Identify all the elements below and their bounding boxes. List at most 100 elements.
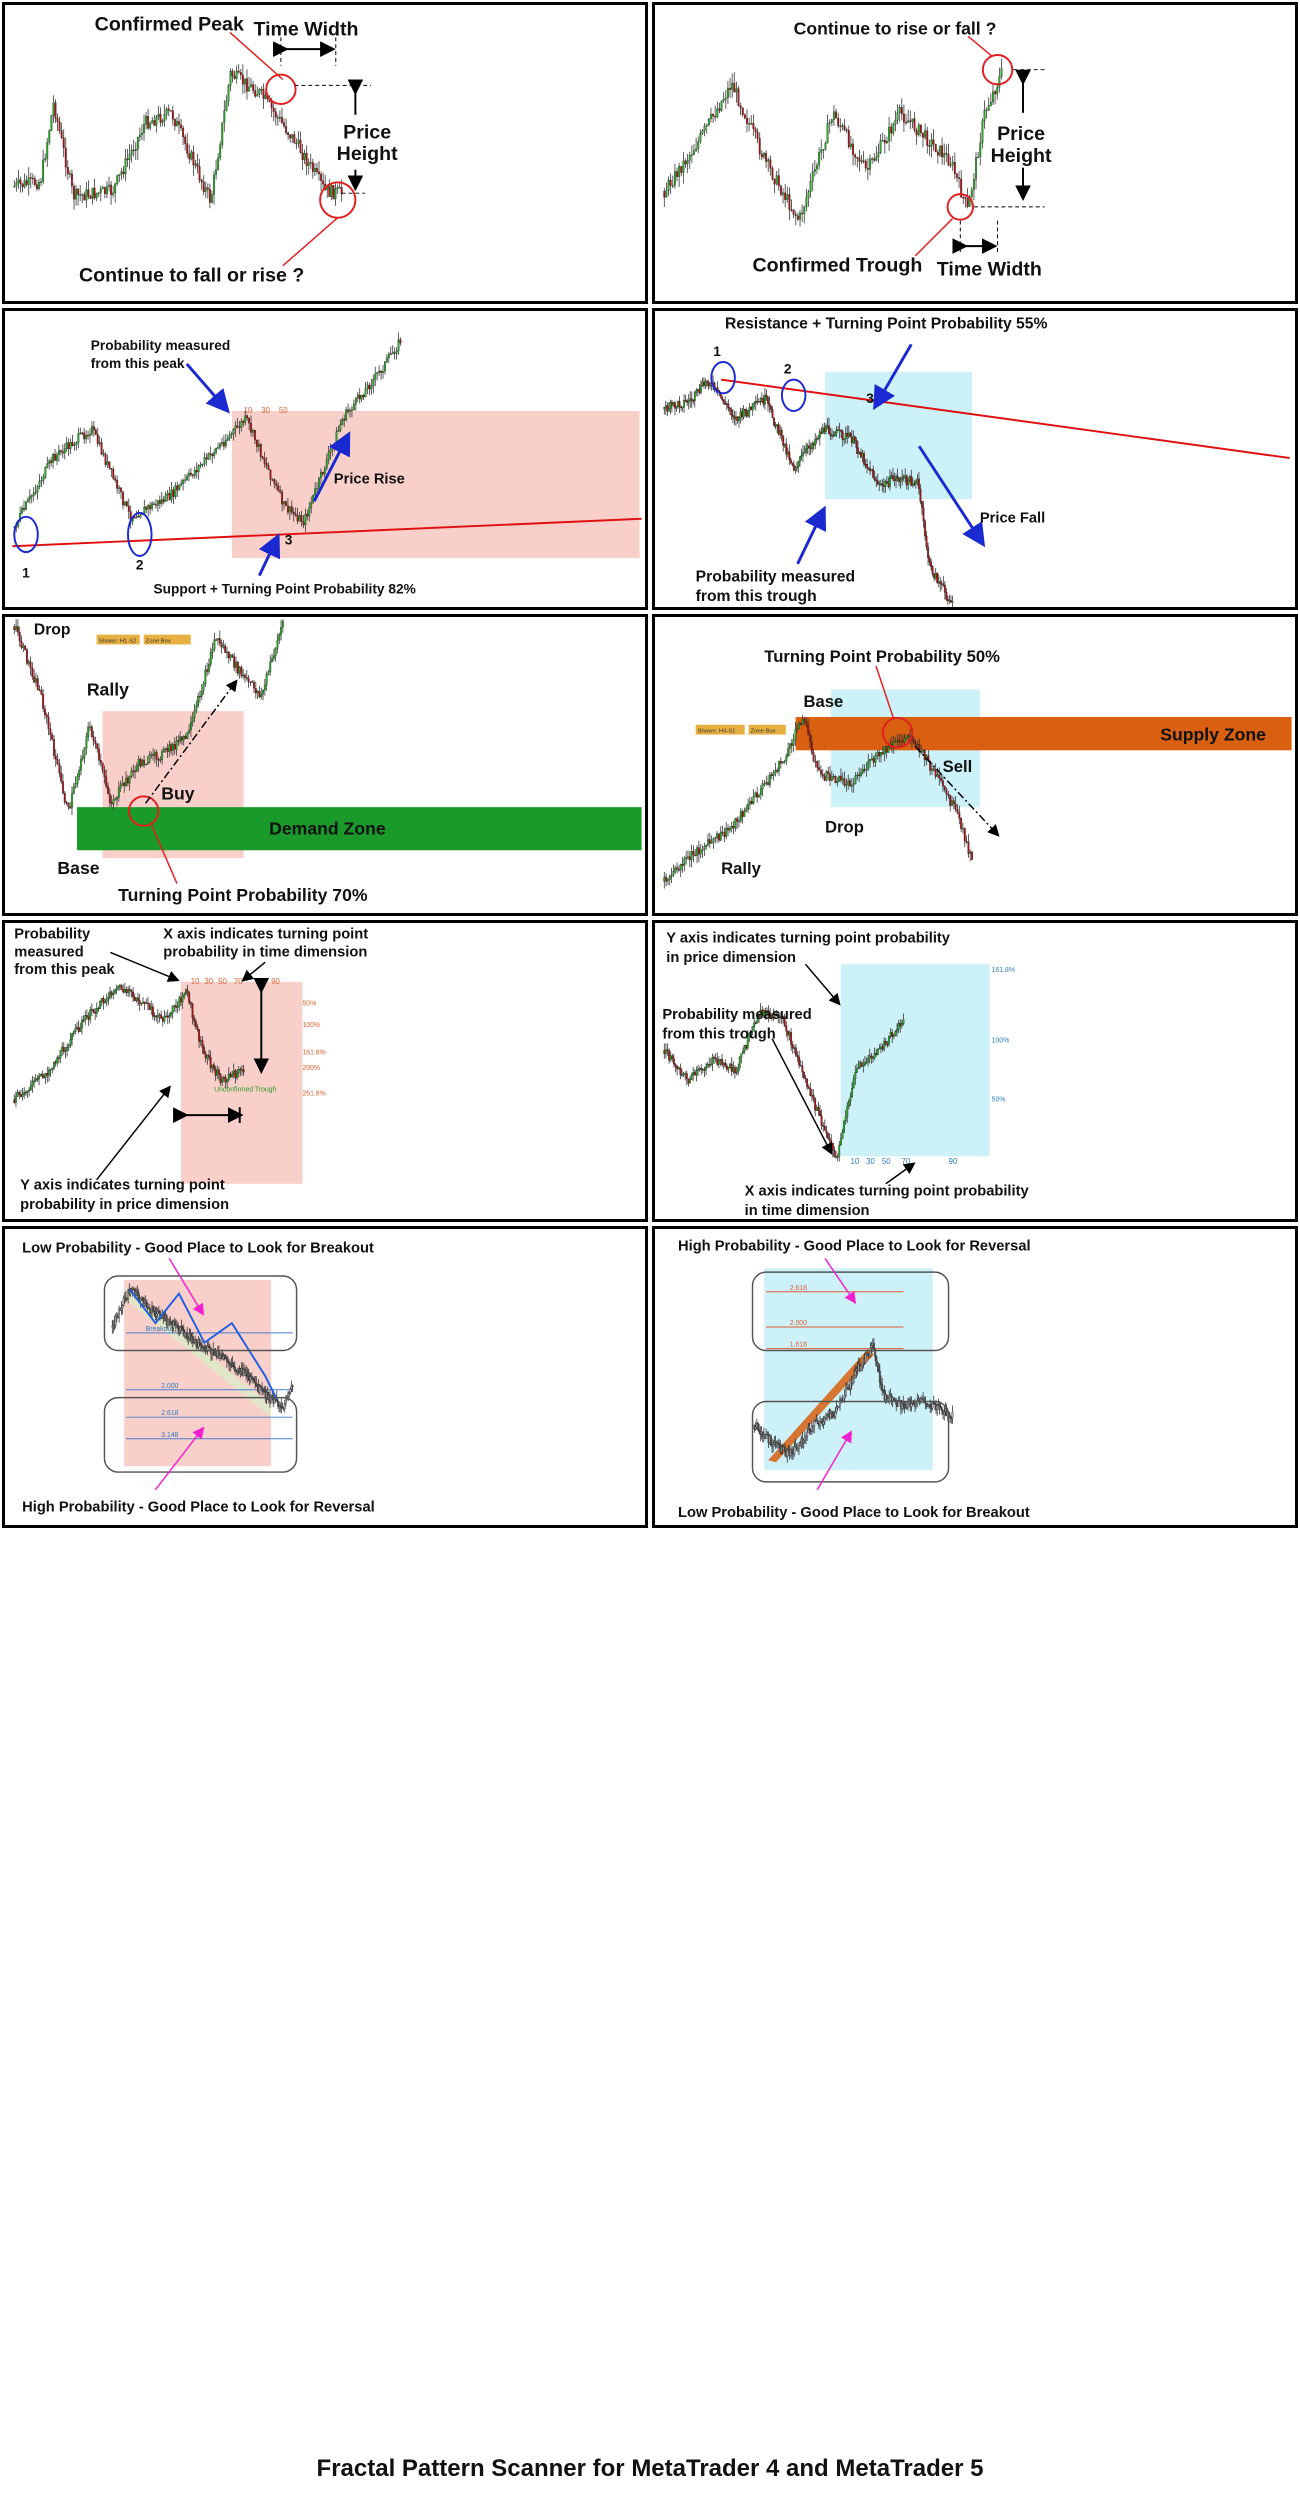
shown-button[interactable] <box>695 724 745 735</box>
candle-body <box>772 1013 775 1019</box>
chart-supply-zone: Shown: H4-S1 Zone Box Turning Point Prob… <box>663 647 1292 889</box>
candle-body <box>860 1365 863 1371</box>
candle-body <box>172 489 175 497</box>
candle-body <box>217 1069 220 1075</box>
candle-body <box>908 476 911 481</box>
candle-body <box>143 506 146 514</box>
candle-body <box>945 153 948 155</box>
candle-body <box>276 1400 279 1406</box>
candle-body <box>860 160 863 162</box>
candle-body <box>224 645 227 653</box>
candle-body <box>87 726 90 737</box>
candle-body <box>178 997 181 1007</box>
candle-body <box>31 667 34 677</box>
candle-body <box>38 689 41 691</box>
resistance-line <box>721 378 1290 459</box>
candle-body <box>289 134 292 139</box>
candle-body <box>817 437 820 440</box>
candle-body <box>922 132 924 138</box>
candle-body <box>844 1116 847 1122</box>
candle-body <box>74 783 77 788</box>
candle-body <box>743 811 746 817</box>
candle-body <box>145 116 147 125</box>
candle-body <box>257 444 260 447</box>
candle-body <box>763 783 766 785</box>
price-label: Price <box>343 121 391 143</box>
candle-body <box>753 1022 756 1027</box>
candle-body <box>896 739 899 742</box>
candle-body <box>972 179 975 191</box>
shown-button[interactable] <box>96 634 140 645</box>
candles <box>753 1338 954 1463</box>
candle-body <box>339 424 342 431</box>
candle-body <box>280 1404 283 1408</box>
candle-body <box>211 454 214 457</box>
candle-body <box>843 1395 846 1399</box>
tpp-label: Turning Point Probability 50% <box>764 647 1000 666</box>
candle-body <box>791 1449 793 1454</box>
candle-body <box>687 1078 690 1084</box>
candle-body <box>139 759 142 767</box>
candle-body <box>822 1421 825 1425</box>
candle-body <box>903 1404 906 1408</box>
candle-body <box>895 476 897 481</box>
candle-body <box>747 804 749 810</box>
candle-body <box>676 1066 679 1070</box>
candle-body <box>99 760 102 763</box>
candle-body <box>130 149 133 155</box>
candle-body <box>23 507 25 510</box>
candle-body <box>889 476 891 487</box>
candle-body <box>161 120 164 123</box>
candle-body <box>847 1100 850 1107</box>
candle-body <box>167 108 170 111</box>
candle-body <box>925 535 928 548</box>
candle-body <box>13 626 16 630</box>
candle-body <box>199 464 202 466</box>
candle-body <box>281 117 283 123</box>
zone-box-button[interactable] <box>748 724 786 735</box>
candle-body <box>19 513 22 521</box>
candle-body <box>151 503 154 509</box>
bottom-region <box>103 1396 298 1473</box>
candle-body <box>151 1006 154 1017</box>
zone-box-button[interactable] <box>143 634 191 645</box>
candle-body <box>67 442 70 450</box>
trough-circle <box>946 193 975 221</box>
candle-body <box>780 429 783 436</box>
candle-body <box>698 388 701 393</box>
candle-body <box>314 488 317 496</box>
candle-body <box>791 1044 794 1049</box>
candle-body <box>195 470 198 473</box>
candle-body <box>677 1067 680 1070</box>
candle-body <box>153 752 156 756</box>
candle-body <box>875 1053 878 1055</box>
candle-body <box>964 197 967 199</box>
candle-body <box>750 800 753 804</box>
candle-body <box>732 825 735 829</box>
candle-body <box>685 857 688 859</box>
candle-body <box>223 1355 226 1358</box>
candle-body <box>197 695 200 706</box>
candle-body <box>804 1077 807 1080</box>
candle-body <box>234 425 237 430</box>
confirmed-peak-label: Confirmed Peak <box>95 13 244 35</box>
candle-body <box>949 164 952 166</box>
candle-body <box>85 736 88 749</box>
candle-body <box>61 451 64 454</box>
candle-body <box>695 148 698 151</box>
candle-body <box>114 1316 117 1326</box>
candle-body <box>883 140 886 144</box>
candle-body <box>806 445 809 449</box>
candle-body <box>274 111 277 118</box>
candle-body <box>790 209 793 211</box>
candle-body <box>983 110 986 122</box>
candle-body <box>25 649 28 664</box>
candle-body <box>900 1023 903 1027</box>
candle-body <box>738 820 740 823</box>
candle-body <box>134 770 136 773</box>
svg-text:10: 10 <box>851 1157 860 1166</box>
candle-body <box>104 1001 106 1004</box>
candle-body <box>838 1144 841 1157</box>
candle-body <box>731 82 734 90</box>
candle-body <box>876 480 879 485</box>
